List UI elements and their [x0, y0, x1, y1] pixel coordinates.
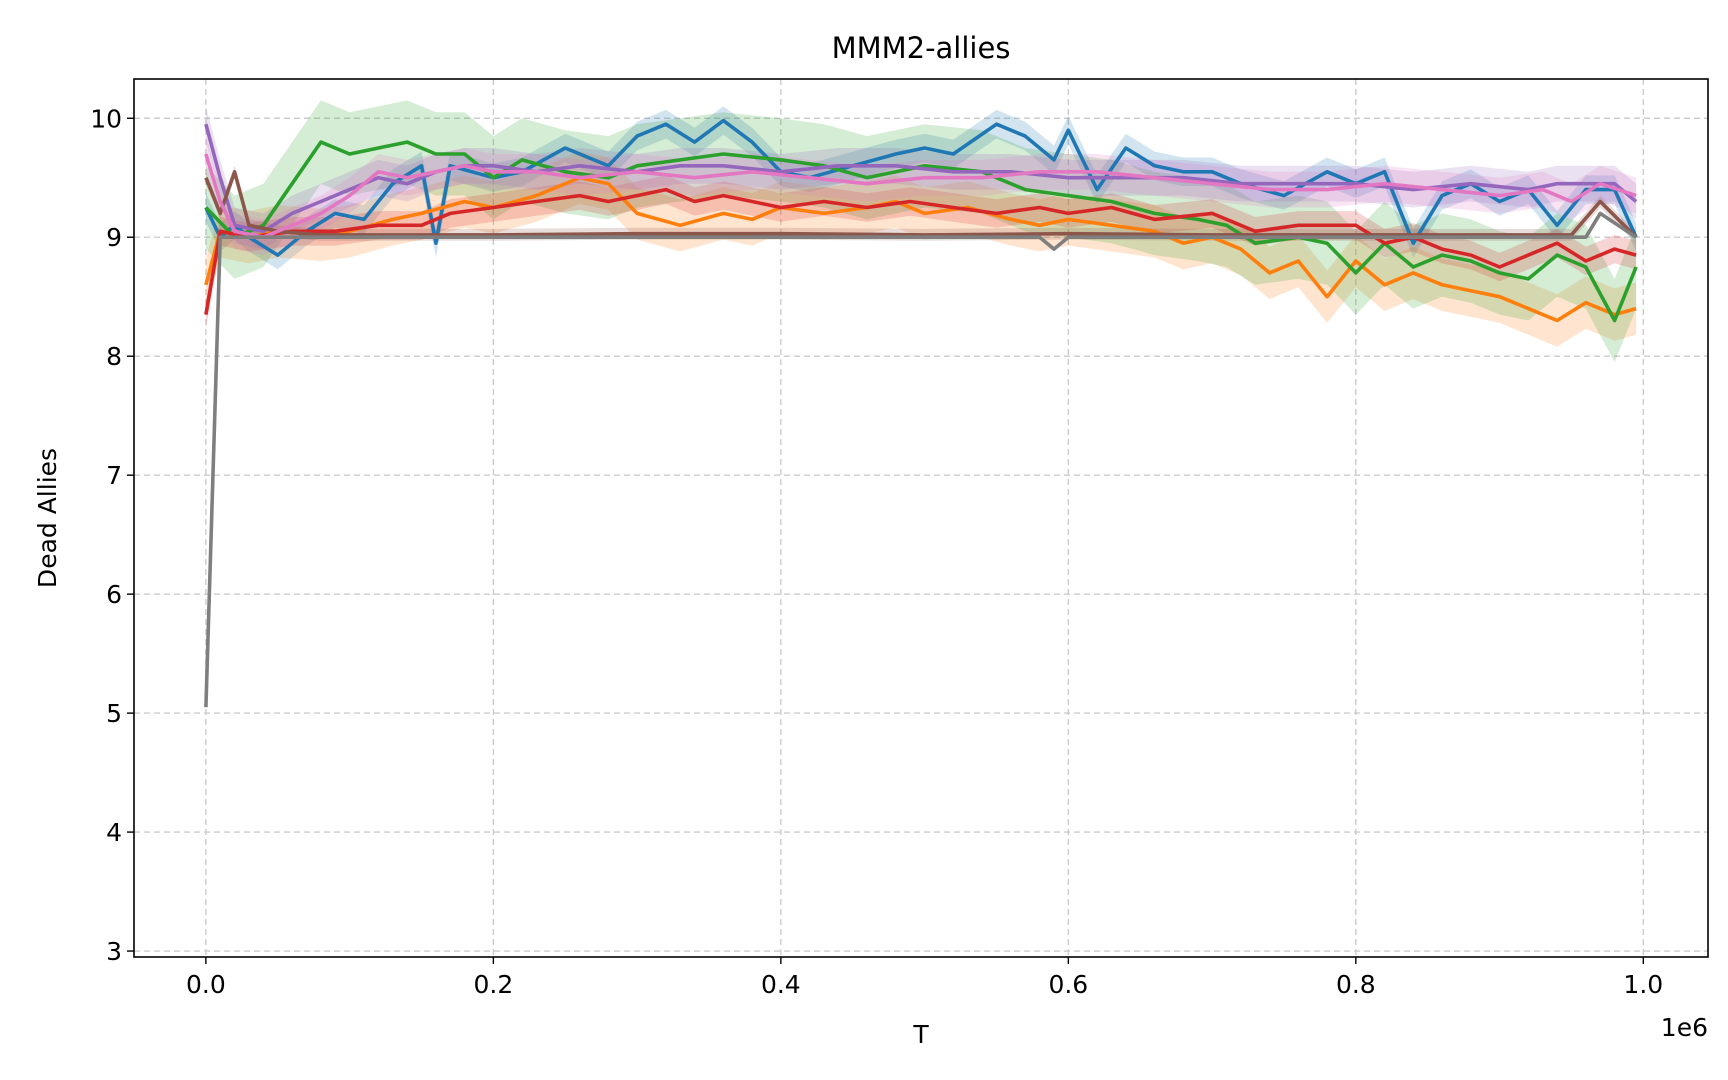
series-line-8 [204, 211, 1638, 708]
series-band-7 [205, 136, 1637, 256]
y-tick-label: 5 [106, 699, 122, 728]
chart-title: MMM2-allies [832, 31, 1011, 65]
x-tick-label: 0.2 [473, 970, 513, 999]
series-band-2 [205, 151, 1637, 347]
y-tick-label: 10 [90, 104, 122, 133]
grid [134, 79, 1708, 957]
x-axis-offset-label: 1e6 [1661, 1013, 1708, 1042]
x-tick-label: 1.0 [1623, 970, 1663, 999]
x-tick-label: 0.0 [186, 970, 226, 999]
series-line-3 [204, 140, 1638, 323]
y-tick-label: 3 [106, 937, 122, 966]
series-band-4 [205, 175, 1637, 329]
series-line-2 [204, 175, 1637, 323]
x-tick-label: 0.4 [761, 970, 801, 999]
plot-frame [133, 78, 1709, 958]
y-tick-label: 7 [106, 461, 122, 490]
x-tick-label: 0.8 [1336, 970, 1376, 999]
series-line-6 [204, 170, 1638, 239]
series-line-7 [204, 153, 1637, 239]
series-line-4 [204, 187, 1637, 315]
series-lines [204, 118, 1638, 708]
x-tick-label: 0.6 [1048, 970, 1088, 999]
x-axis-ticks: 0.0 0.2 0.4 0.6 0.8 1.0 [186, 957, 1663, 999]
y-tick-label: 6 [106, 580, 122, 609]
y-tick-label: 8 [106, 342, 122, 371]
series-band-3 [205, 100, 1637, 363]
y-axis-label: Dead Allies [33, 448, 62, 588]
y-tick-label: 9 [106, 223, 122, 252]
y-axis-ticks: 3 4 5 6 7 8 9 10 [90, 104, 134, 966]
x-axis-label: T [912, 1020, 929, 1049]
y-tick-label: 4 [106, 818, 122, 847]
